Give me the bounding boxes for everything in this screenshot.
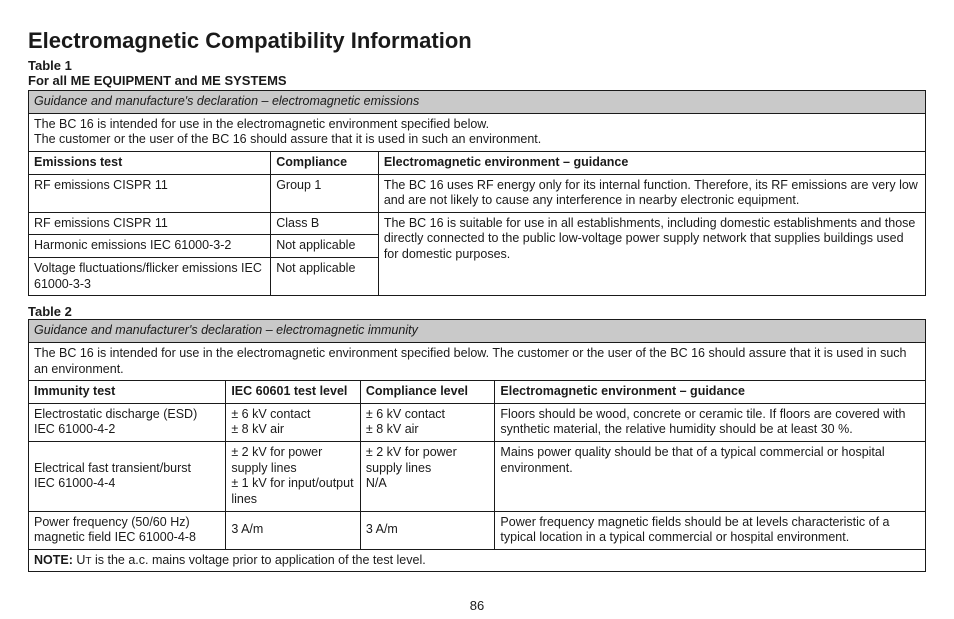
t2r1-comp: ± 2 kV for power supply lines N/A [360, 442, 495, 512]
note-prefix: NOTE: [34, 553, 73, 567]
t2r1-test-l2: IEC 61000-4-4 [34, 476, 115, 490]
t1r0-guidance: The BC 16 uses RF energy only for its in… [378, 174, 925, 212]
table1-banner-row: Guidance and manufacture's declaration –… [29, 91, 926, 114]
table2-label: Table 2 [28, 304, 926, 319]
table1-intro-line2: The customer or the user of the BC 16 sh… [34, 132, 541, 146]
table1-label: Table 1 [28, 58, 926, 73]
table2-h0: Immunity test [29, 381, 226, 404]
page: Electromagnetic Compatibility Informatio… [0, 0, 954, 619]
table2-intro-cell: The BC 16 is intended for use in the ele… [29, 342, 926, 380]
t1r2-test: Harmonic emissions IEC 61000-3-2 [29, 235, 271, 258]
t1r2-compliance: Not applicable [271, 235, 379, 258]
t2r0-level: ± 6 kV contact ± 8 kV air [226, 403, 361, 441]
table2-banner-cell: Guidance and manufacturer's declaration … [29, 320, 926, 343]
t1r0-compliance: Group 1 [271, 174, 379, 212]
t2r0-comp-l2: ± 8 kV air [366, 422, 419, 436]
t2r0-test-l2: IEC 61000-4-2 [34, 422, 115, 436]
table-row: RF emissions CISPR 11 Group 1 The BC 16 … [29, 174, 926, 212]
t2r0-comp: ± 6 kV contact ± 8 kV air [360, 403, 495, 441]
table2-banner-row: Guidance and manufacturer's declaration … [29, 320, 926, 343]
t2r1-test-l1: Electrical fast transient/burst [34, 461, 191, 475]
note-post: is the a.c. mains voltage prior to appli… [92, 553, 426, 567]
t1r1-compliance: Class B [271, 212, 379, 235]
table2-header-row: Immunity test IEC 60601 test level Compl… [29, 381, 926, 404]
t2r2-test: Power frequency (50/60 Hz) magnetic fiel… [29, 511, 226, 549]
t2r2-level: 3 A/m [226, 511, 361, 549]
table2-h2: Compliance level [360, 381, 495, 404]
table1-h0: Emissions test [29, 151, 271, 174]
table1-h2: Electromagnetic environment – guidance [378, 151, 925, 174]
t2r0-comp-l1: ± 6 kV contact [366, 407, 445, 421]
table2-h1: IEC 60601 test level [226, 381, 361, 404]
table1-header-row: Emissions test Compliance Electromagneti… [29, 151, 926, 174]
table1-h1: Compliance [271, 151, 379, 174]
table2-note-cell: NOTE: UT is the a.c. mains voltage prior… [29, 549, 926, 572]
t2r1-guidance: Mains power quality should be that of a … [495, 442, 926, 512]
table-row: Electrical fast transient/burst IEC 6100… [29, 442, 926, 512]
table-row: Power frequency (50/60 Hz) magnetic fiel… [29, 511, 926, 549]
table1-intro-row: The BC 16 is intended for use in the ele… [29, 113, 926, 151]
t1r0-test: RF emissions CISPR 11 [29, 174, 271, 212]
page-number: 86 [0, 598, 954, 613]
t2r2-guidance: Power frequency magnetic fields should b… [495, 511, 926, 549]
t2r1-level: ± 2 kV for power supply lines ± 1 kV for… [226, 442, 361, 512]
t1r3-test: Voltage fluctuations/flicker emissions I… [29, 258, 271, 296]
t1-guidance-merged: The BC 16 is suitable for use in all est… [378, 212, 925, 296]
table1-intro-line1: The BC 16 is intended for use in the ele… [34, 117, 489, 131]
t2r1-comp-l2: N/A [366, 476, 387, 490]
page-title: Electromagnetic Compatibility Informatio… [28, 28, 926, 54]
table1-intro-cell: The BC 16 is intended for use in the ele… [29, 113, 926, 151]
table2: Guidance and manufacturer's declaration … [28, 319, 926, 572]
table-row: RF emissions CISPR 11 Class B The BC 16 … [29, 212, 926, 235]
t1r1-test: RF emissions CISPR 11 [29, 212, 271, 235]
t2r1-level-l2: ± 1 kV for input/output lines [231, 476, 353, 506]
table1-banner-cell: Guidance and manufacture's declaration –… [29, 91, 926, 114]
table1-subtitle: For all ME EQUIPMENT and ME SYSTEMS [28, 73, 926, 88]
t2r2-comp: 3 A/m [360, 511, 495, 549]
t2r0-test-l1: Electrostatic discharge (ESD) [34, 407, 197, 421]
t2r0-test: Electrostatic discharge (ESD) IEC 61000-… [29, 403, 226, 441]
t2r1-comp-l1: ± 2 kV for power supply lines [366, 445, 457, 475]
t2r0-level-l2: ± 8 kV air [231, 422, 284, 436]
table1: Guidance and manufacture's declaration –… [28, 90, 926, 296]
t2r1-level-l1: ± 2 kV for power supply lines [231, 445, 322, 475]
t2r0-guidance: Floors should be wood, concrete or ceram… [495, 403, 926, 441]
note-pre: U [73, 553, 86, 567]
table-row: Electrostatic discharge (ESD) IEC 61000-… [29, 403, 926, 441]
table2-intro-row: The BC 16 is intended for use in the ele… [29, 342, 926, 380]
t2r1-test: Electrical fast transient/burst IEC 6100… [29, 442, 226, 512]
t1r3-compliance: Not applicable [271, 258, 379, 296]
table2-h3: Electromagnetic environment – guidance [495, 381, 926, 404]
t2r0-level-l1: ± 6 kV contact [231, 407, 310, 421]
table2-note-row: NOTE: UT is the a.c. mains voltage prior… [29, 549, 926, 572]
